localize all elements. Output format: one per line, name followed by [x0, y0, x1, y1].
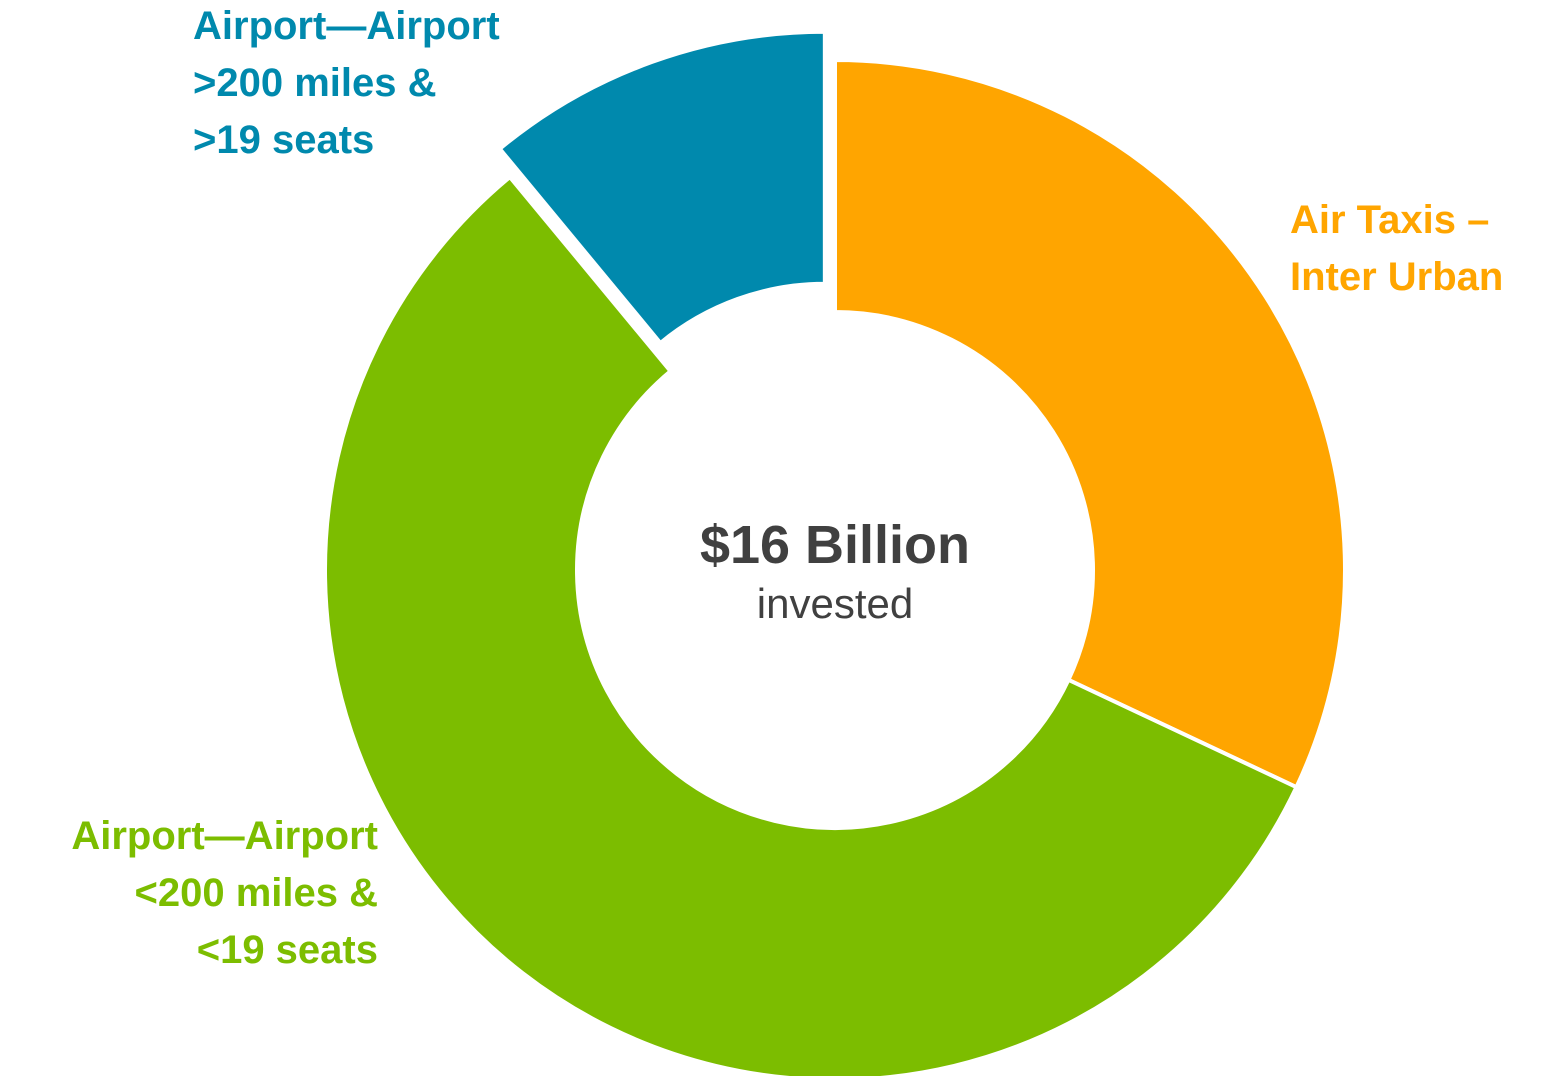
slice-label: Air Taxis – Inter Urban — [1290, 198, 1503, 299]
center-title: $16 Billion — [700, 515, 970, 575]
slice-label: Airport—Airport >200 miles & >19 seats — [193, 4, 500, 162]
slice-label-line: <200 miles & — [135, 871, 379, 915]
slice — [496, 29, 827, 346]
slice — [833, 57, 1347, 790]
slice-label-line: Airport—Airport — [193, 4, 500, 48]
slice-label-line: >200 miles & — [193, 61, 437, 105]
slice — [322, 174, 1300, 1076]
slice-label: Airport—Airport <200 miles & <19 seats — [71, 814, 378, 972]
slice-label-line: Airport—Airport — [71, 814, 378, 858]
slice-label-line: <19 seats — [197, 928, 378, 972]
slice-label-line: >19 seats — [193, 118, 374, 162]
slice-label-line: Air Taxis – — [1290, 198, 1489, 242]
slice-label-line: Inter Urban — [1290, 255, 1503, 299]
center-subtitle: invested — [757, 580, 913, 627]
